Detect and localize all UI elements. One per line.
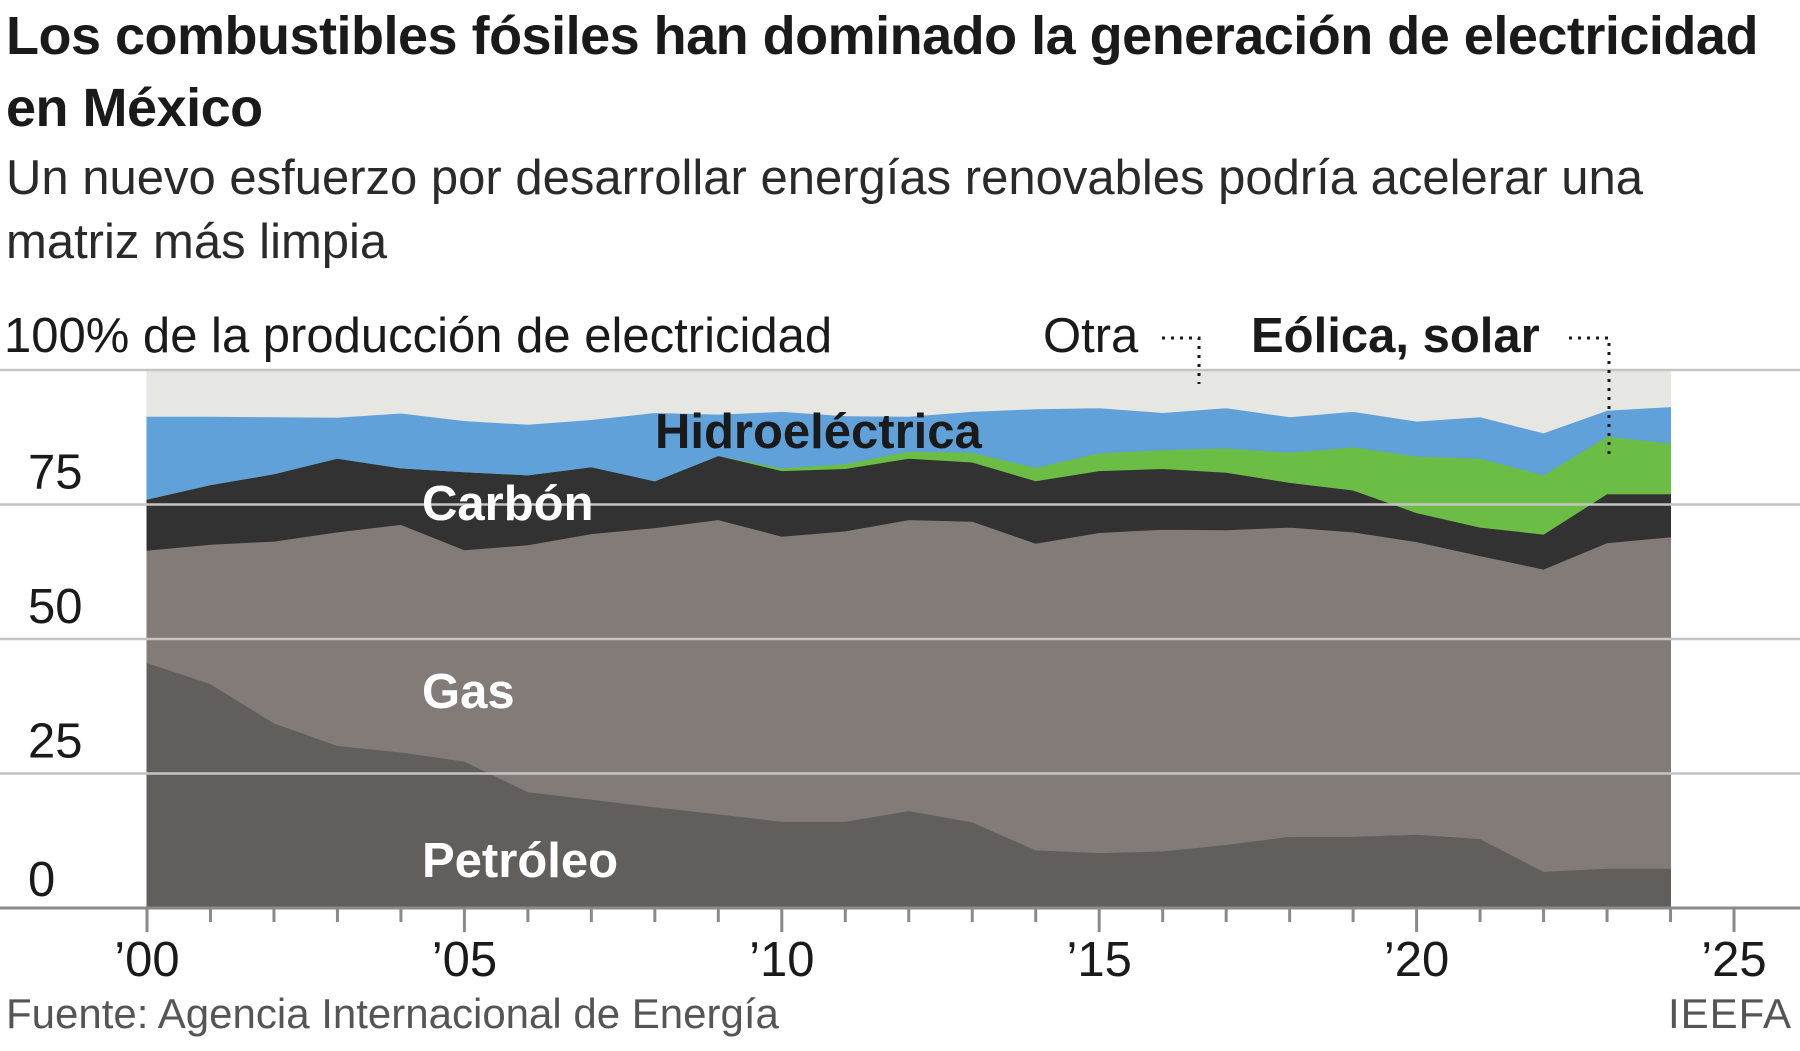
otra-leader-line — [1162, 336, 1201, 384]
x-tick-label: ’20 — [1384, 933, 1449, 987]
x-tick-label: ’00 — [114, 933, 179, 987]
y-tick-label: 75 — [28, 446, 83, 500]
x-tick-label: ’15 — [1067, 933, 1132, 987]
y-axis: 0 25 50 75 — [28, 446, 83, 908]
chart-title: Los combustibles fósiles han dominado la… — [6, 6, 1758, 138]
label-petroleo: Petróleo — [422, 834, 618, 888]
chart-subtitle: Un nuevo esfuerzo por desarrollar energí… — [6, 151, 1644, 269]
y-tick-label: 25 — [28, 715, 83, 769]
x-tick-label: ’05 — [432, 933, 497, 987]
y-tick-label: 50 — [28, 580, 83, 634]
x-tick-label: ’10 — [749, 933, 814, 987]
label-hidroelectrica: Hidroeléctrica — [655, 405, 983, 459]
x-axis: ’00 ’05 ’10 ’15 ’20 ’25 — [0, 906, 1800, 987]
area-layer — [146, 369, 1671, 909]
credit-logo: IEEFA — [1667, 990, 1792, 1037]
x-tick-label: ’25 — [1701, 933, 1766, 987]
series-labels: 100% de la producción de electricidad Ot… — [4, 309, 1611, 888]
y-axis-label: 100% de la producción de electricidad — [4, 309, 832, 363]
label-gas: Gas — [422, 665, 515, 719]
source-note: Fuente: Agencia Internacional de Energía — [6, 990, 779, 1037]
y-tick-label: 0 — [28, 853, 55, 907]
label-eolica-solar: Eólica, solar — [1251, 309, 1540, 363]
grid-layer — [0, 368, 1800, 775]
label-carbon: Carbón — [422, 477, 594, 531]
label-otra: Otra — [1043, 309, 1139, 363]
